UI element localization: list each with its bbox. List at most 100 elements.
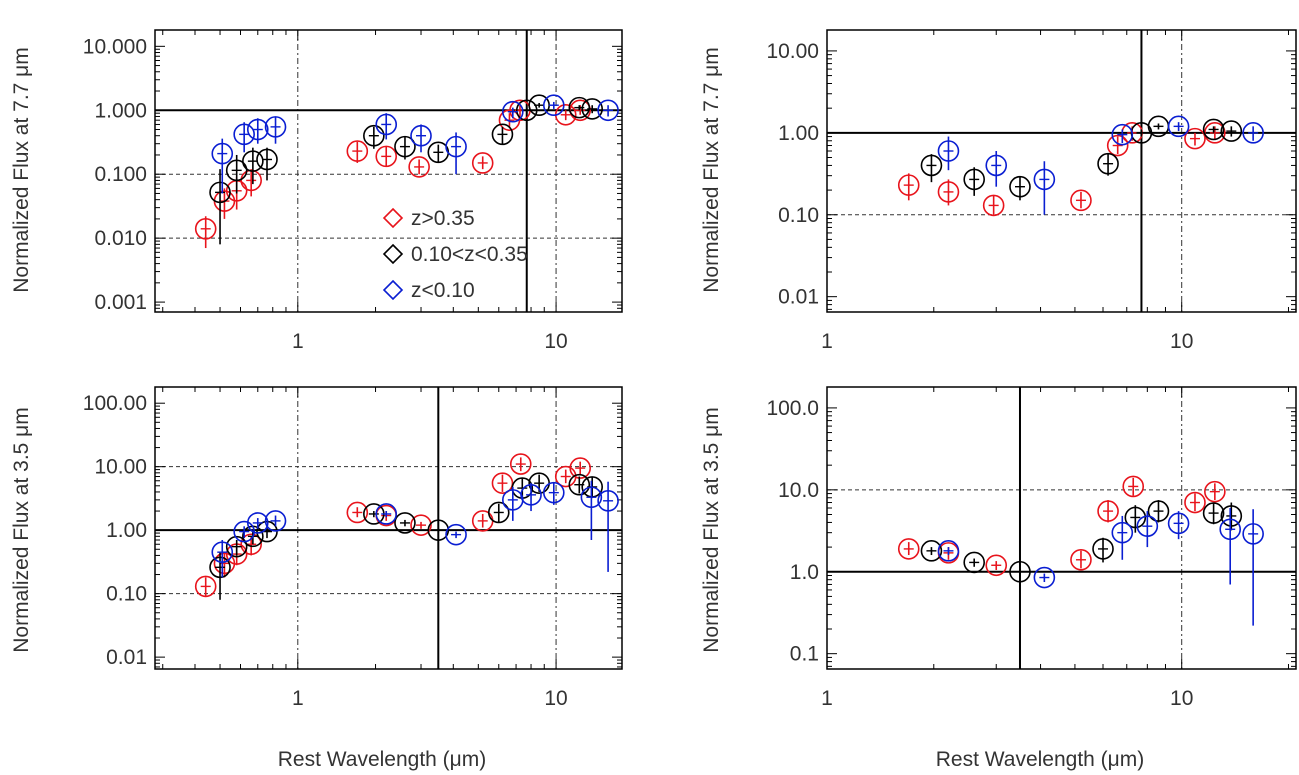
legend-label-high-z: z>0.35: [411, 207, 475, 230]
legend-marker-high-z: [382, 207, 404, 229]
data-point-low-z: [937, 136, 960, 171]
data-point-high-z: [346, 140, 369, 163]
point-marker: [1033, 566, 1056, 589]
data-point-low-z: [246, 118, 269, 144]
data-point-mid-z: [394, 512, 416, 534]
point-marker: [194, 218, 217, 240]
data-point-high-z: [985, 554, 1008, 577]
data-point-low-z: [1136, 511, 1159, 548]
plot-frame-bottom-right: [826, 386, 1297, 670]
point-marker: [246, 118, 269, 141]
data-point-low-z: [233, 520, 255, 543]
point-marker: [1219, 518, 1242, 541]
point-marker: [568, 96, 591, 119]
data-point-low-z: [1033, 566, 1056, 589]
data-point-low-z: [211, 138, 234, 194]
point-marker: [1184, 127, 1206, 150]
data-point-mid-z: [491, 123, 514, 146]
point-marker: [491, 123, 514, 146]
point-marker: [502, 100, 524, 123]
plot-frame-top-right: [826, 29, 1297, 313]
ylabel-bottom-right: Normalized Flux at 3.5 μm: [700, 407, 723, 653]
data-point-low-z: [502, 486, 524, 521]
series-mid-z-top-right: [920, 115, 1243, 201]
data-point-mid-z: [963, 551, 985, 574]
point-marker: [1009, 560, 1031, 583]
data-point-high-z: [375, 145, 398, 168]
data-point-low-z: [233, 122, 255, 153]
x-tick-label-bottom-left: 10: [544, 687, 567, 710]
point-marker: [264, 510, 287, 532]
point-marker: [1202, 502, 1225, 524]
data-point-high-z: [408, 156, 430, 178]
y-tick-label-bottom-right: 100.0: [766, 397, 819, 420]
point-marker: [233, 123, 255, 146]
point-marker: [1111, 521, 1134, 544]
point-marker: [568, 473, 591, 496]
point-marker: [346, 501, 369, 524]
point-marker: [543, 94, 565, 117]
data-point-low-z: [445, 523, 467, 546]
data-point-mid-z: [394, 135, 416, 160]
y-tick-label-top-left: 10.000: [83, 35, 147, 58]
data-point-low-z: [597, 481, 619, 572]
data-point-mid-z: [487, 501, 510, 524]
y-tick-label-top-right: 0.10: [778, 204, 819, 227]
data-point-low-z: [1242, 509, 1264, 626]
y-tick-label-bottom-left: 0.10: [106, 583, 147, 606]
point-marker: [581, 98, 603, 120]
point-marker: [1220, 505, 1243, 527]
data-point-mid-z: [209, 169, 231, 245]
y-tick-label-bottom-left: 100.00: [83, 392, 147, 415]
series-low-z-bottom-right: [937, 508, 1264, 626]
data-point-high-z: [240, 169, 262, 197]
data-point-mid-z: [427, 519, 450, 541]
series-mid-z-top-left: [209, 94, 603, 245]
data-point-low-z: [597, 99, 619, 122]
data-point-high-z: [1184, 127, 1206, 150]
y-tick-label-bottom-right: 0.1: [790, 643, 819, 666]
data-point-high-z: [1070, 548, 1092, 571]
xlabel-left: Rest Wavelength (μm): [278, 748, 487, 771]
data-point-high-z: [194, 216, 217, 249]
point-marker: [1070, 189, 1092, 212]
data-point-mid-z: [225, 535, 248, 558]
data-point-mid-z: [1147, 500, 1170, 523]
point-marker: [1184, 491, 1206, 514]
point-marker: [209, 556, 231, 579]
y-tick-label-bottom-left: 1.00: [106, 519, 147, 542]
y-tick-label-bottom-left: 10.00: [94, 456, 147, 479]
data-point-low-z: [1111, 515, 1134, 560]
point-marker: [225, 159, 248, 182]
x-tick-label-top-right: 10: [1170, 330, 1193, 353]
legend-item-low-z: z<0.10: [382, 279, 475, 302]
data-point-mid-z: [225, 154, 248, 194]
y-tick-label-bottom-right: 10.0: [778, 479, 819, 502]
data-point-mid-z: [1009, 560, 1031, 583]
point-marker: [937, 181, 960, 203]
point-marker: [410, 124, 432, 147]
data-point-high-z: [982, 194, 1005, 217]
data-point-low-z: [543, 94, 565, 117]
point-marker: [445, 523, 467, 546]
legend-label-mid-z: 0.10<z<0.35: [411, 243, 528, 266]
point-marker: [569, 457, 591, 479]
point-marker: [445, 135, 467, 158]
x-tick-label-bottom-right: 1: [821, 687, 833, 710]
point-marker: [982, 194, 1005, 217]
data-point-high-z: [194, 575, 217, 598]
point-marker: [520, 484, 542, 506]
data-point-mid-z: [963, 167, 985, 196]
point-marker: [1167, 512, 1190, 535]
point-marker: [427, 519, 450, 541]
point-marker: [1202, 118, 1225, 141]
x-tick-label-bottom-right: 10: [1170, 687, 1193, 710]
point-marker: [1033, 168, 1056, 191]
data-point-high-z: [509, 453, 532, 475]
point-marker: [375, 145, 398, 168]
data-point-low-z: [211, 539, 234, 578]
data-point-mid-z: [1124, 505, 1147, 533]
y-tick-label-top-right: 10.00: [766, 40, 819, 63]
point-marker: [225, 535, 248, 558]
point-marker: [1070, 548, 1092, 571]
